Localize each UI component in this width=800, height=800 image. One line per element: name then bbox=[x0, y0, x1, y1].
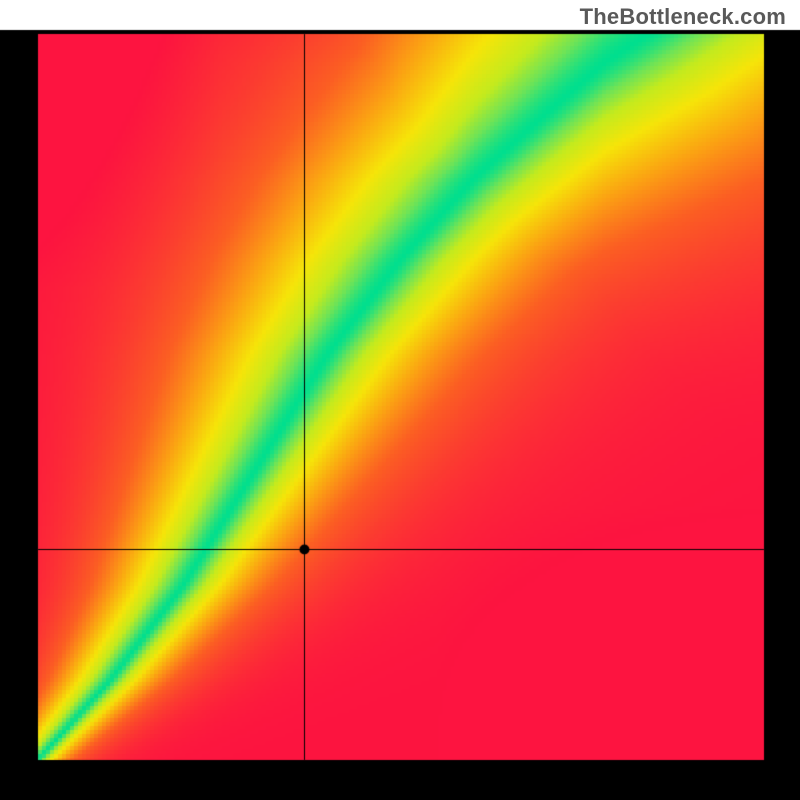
crosshair-overlay bbox=[0, 0, 800, 800]
chart-container: { "watermark": { "text": "TheBottleneck.… bbox=[0, 0, 800, 800]
watermark-text: TheBottleneck.com bbox=[580, 4, 786, 30]
